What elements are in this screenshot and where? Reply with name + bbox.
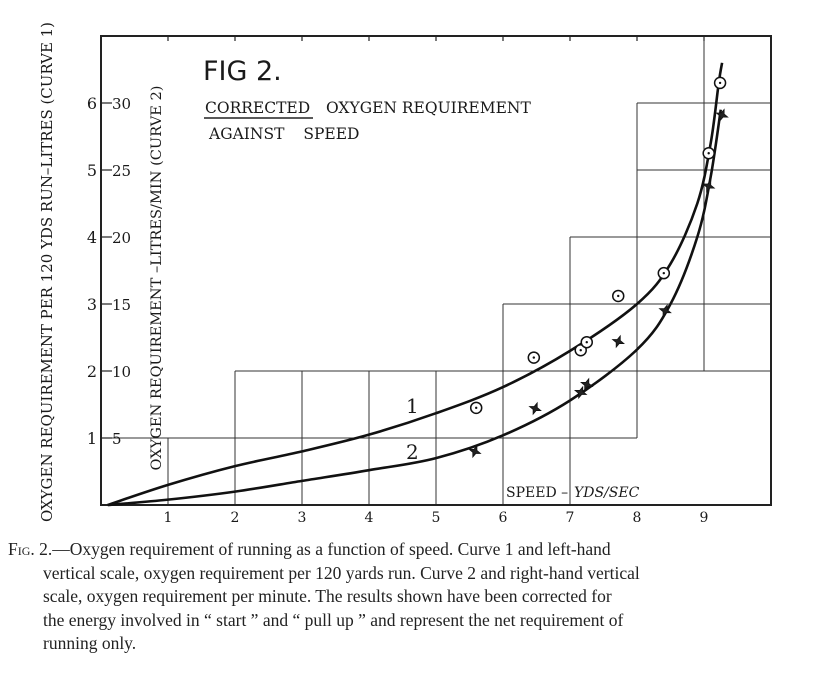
caption-line: Fig. 2.—Oxygen requirement of running as… [8,538,808,562]
figure-caption: Fig. 2.—Oxygen requirement of running as… [8,538,808,656]
x-tick-label: 3 [298,510,307,526]
circle-marker-dot [718,81,722,85]
chart: 1 2 3 4 5 6 7 8 91 52 103 154 205 256 30 FIG 2. CORREC… [38,22,772,526]
y-axis-label-right: OXYGEN REQUIREMENT –LITRES/MIN (CURVE 2) [149,86,165,471]
data-point-star [528,401,542,416]
x-tick-label: 4 [365,510,374,526]
x-tick-label: 5 [432,510,441,526]
x-tick-label: 9 [700,510,709,526]
data-point-star [573,385,588,400]
data-point-star [611,334,625,349]
data-point-star [468,444,482,459]
y-tick-label-right: 15 [112,296,131,314]
data-point-star [715,108,729,122]
y-tick-label-left: 3 [87,295,97,314]
curve-1 [107,62,724,507]
curve-2 [107,109,723,507]
caption-line: running only. [43,633,137,653]
y-tick-label-left: 1 [87,429,97,448]
y-tick-label-left: 4 [87,228,97,247]
y-tick-label-right: 20 [112,229,131,247]
series-label-2: 2 [406,440,419,464]
y-axis-label-left: OXYGEN REQUIREMENT PER 120 YDS RUN–LITRE… [38,22,56,522]
subtitle-line1-rest: OXYGEN REQUIREMENT [326,99,531,117]
data-point-star [658,303,672,318]
data-point-circle [713,76,727,90]
y-tick-label-left: 5 [87,161,97,180]
circle-marker-dot [585,340,588,344]
data-point-circle [527,351,541,364]
circle-marker-dot [707,152,710,155]
x-axis-label-units: YDS/SEC [574,485,640,501]
circle-marker-dot [475,406,478,410]
circle-marker-dot [579,349,582,352]
staircase-grid [101,36,771,505]
y-tick-label-left: 6 [87,94,97,113]
series-label-1: 1 [406,394,419,418]
subtitle-underlined: CORRECTED [205,99,310,117]
x-tick-label: 2 [231,510,240,526]
data-point-star [580,377,594,392]
markers [468,76,729,459]
data-point-circle [580,335,593,349]
data-point-star [701,179,716,193]
data-point-circle [657,266,671,280]
x-tick-label: 6 [499,510,508,526]
curves [107,62,724,507]
chart-title: FIG 2. [203,56,282,87]
y-tick-label-right: 5 [112,430,122,448]
y-tick-label-right: 25 [112,162,131,180]
y-tick-label-right: 30 [112,95,131,113]
x-tick-label: 8 [633,510,642,526]
circle-marker-dot [617,294,620,298]
caption-lead: Fig. 2. [8,539,53,559]
subtitle-line2: AGAINST SPEED [208,125,359,143]
data-point-circle [611,289,625,303]
data-point-circle [469,401,483,415]
x-tick-label: 1 [164,510,173,526]
data-point-circle [702,147,715,160]
x-tick-label: 7 [566,510,575,526]
caption-line: scale, oxygen requirement per minute. Th… [43,586,612,606]
caption-text: —Oxygen requirement of running as a func… [52,539,611,559]
axis-ticks: 1 2 3 4 5 6 7 8 91 52 103 154 205 256 30 [87,36,709,526]
caption-line: vertical scale, oxygen requirement per 1… [43,562,640,583]
circle-marker-dot [662,271,665,275]
circle-marker-dot [532,356,536,359]
y-tick-label-right: 10 [112,363,131,381]
y-tick-label-left: 2 [87,362,97,381]
x-axis-label-main: SPEED – [506,485,568,501]
caption-line: the energy involved in “ start ” and “ p… [43,609,624,630]
